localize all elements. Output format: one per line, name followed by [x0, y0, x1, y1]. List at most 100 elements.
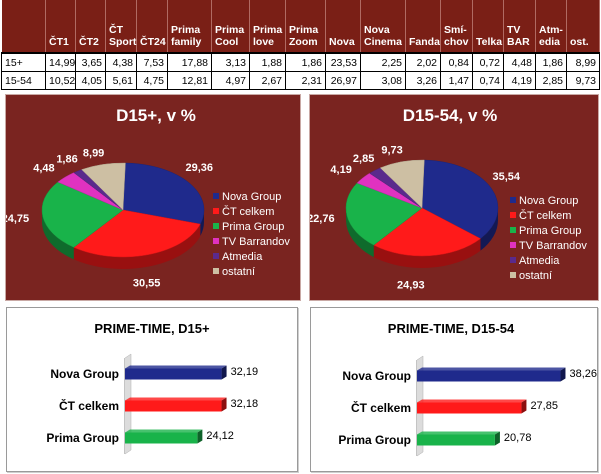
table-header-cell: Nova [325, 0, 361, 53]
legend-swatch [213, 268, 219, 274]
pie-value-label: 2,85 [353, 153, 374, 165]
table-header-label: ČT2 [79, 36, 99, 48]
pie-panel-d15plus: D15+, v % 29,36 30,55 24,75 4,481,86 8,99 Nova… [5, 94, 301, 301]
chart-title: D15-54, v % [403, 106, 498, 125]
table-cell: 3,08 [360, 71, 406, 90]
bar-category-label: Prima Group [46, 431, 119, 445]
table-cell: 26,97 [325, 71, 361, 90]
table-cell: 5,61 [105, 71, 137, 90]
bar-value-label: 27,85 [530, 400, 558, 412]
pie-value-label: 24,75 [6, 213, 29, 225]
table-cell: 8,99 [566, 52, 600, 72]
table-header-label: Telka [476, 36, 503, 48]
table-header-cell: Nova Cinema [360, 0, 406, 53]
table-cell: 3,65 [75, 52, 106, 72]
table-cell: 2,25 [360, 52, 406, 72]
table-cell: 1,88 [249, 52, 286, 72]
table-cell: 3,26 [405, 71, 441, 90]
bar [417, 434, 495, 446]
bar-top [417, 399, 527, 403]
table-header-label: Sport [109, 36, 137, 48]
table-cell: 23,53 [325, 52, 361, 72]
legend-swatch [213, 238, 219, 244]
pie-chart-d15-54: D15-54, v % 35,54 24,93 22,76 4,192,85 9,73 No… [310, 106, 587, 291]
table-body: 15+ 14,99 3,65 4,38 7,53 17,88 3,13 1,88 1,86 23,… [1, 52, 600, 90]
pie-slice-side [200, 210, 205, 237]
bar-side [494, 431, 500, 446]
legend-swatch [213, 223, 219, 229]
table-cell: 2,02 [405, 52, 441, 72]
table-header-label: Prima [289, 24, 319, 36]
bar-side [221, 365, 227, 380]
table-header-cell: Fanda [405, 0, 441, 53]
legend-label: Nova Group [519, 195, 578, 207]
table-cell: 4,05 [75, 71, 106, 90]
table-header-label: love [253, 36, 275, 48]
table-cell: 1,86 [285, 52, 326, 72]
table-header-cell: ČT Sport [105, 0, 137, 53]
bar-value-label: 38,26 [569, 368, 597, 380]
bar-category-label: Nova Group [342, 369, 411, 383]
chart-title: D15+, v % [116, 106, 196, 125]
bar-side [521, 399, 527, 414]
bar-chart-prime-d15plus: PRIME-TIME, D15+ 32,19 Nova Group 32,18 ČT c… [46, 321, 259, 455]
pie-value-label: 29,36 [186, 162, 214, 174]
bar-value-label: 24,12 [206, 430, 234, 442]
legend-swatch [510, 212, 516, 218]
pie-slice [379, 159, 425, 209]
bar-value-label: 32,19 [231, 366, 259, 378]
legend-label: TV Barrandov [222, 236, 290, 248]
pie-legend: Nova Group ČT celkem Prima Group TV Barrand… [510, 195, 587, 282]
table-cell: 3,13 [211, 52, 250, 72]
table-header-label: ČT1 [49, 36, 69, 48]
table-header-label: Fanda [409, 36, 440, 48]
table-header-row: ČT1 ČT2 ČT Sport ČT24 Prima family Prima Cool Pri… [1, 0, 600, 53]
table-header-cell: Prima Zoom [285, 0, 326, 53]
legend-swatch [213, 208, 219, 214]
legend-label: Atmedia [519, 255, 560, 267]
legend-label: Nova Group [222, 191, 281, 203]
chart-title: PRIME-TIME, D15-54 [388, 321, 515, 336]
bar-top [125, 429, 203, 433]
bar-side [560, 367, 566, 382]
bar-chart-prime-d15-54: PRIME-TIME, D15-54 38,26 Nova Group 27,85 ČT… [338, 321, 597, 457]
bar [125, 368, 222, 380]
table-header-cell: ČT2 [75, 0, 106, 53]
legend-label: ČT celkem [519, 209, 571, 222]
table-header-label: ČT [109, 24, 123, 36]
legend-swatch [510, 227, 516, 233]
bar-category-label: Prima Group [338, 433, 411, 447]
pie-slice [41, 181, 124, 248]
legend-label: ostatní [519, 270, 552, 282]
table-header-cell: TV BAR [503, 0, 536, 53]
bar-panel-prime-d15plus: PRIME-TIME, D15+ 32,19 Nova Group 32,18 ČT c… [6, 307, 298, 472]
table-corner-cell [1, 0, 46, 53]
table-cell: 2,67 [249, 71, 286, 90]
table-header-label: Prima [253, 24, 283, 36]
bar-value-label: 32,18 [231, 398, 259, 410]
table-cell: 1,47 [440, 71, 473, 90]
table-header-label: Nova [364, 24, 390, 36]
pie-value-label: 24,93 [397, 279, 425, 291]
table-cell: 7,53 [136, 52, 168, 72]
legend-swatch [510, 197, 516, 203]
legend-swatch [510, 242, 516, 248]
table-header-label: Smí- [444, 24, 467, 36]
pie-value-label: 4,19 [330, 164, 351, 176]
table-header-cell: Prima Cool [211, 0, 250, 53]
table-cell: 1,86 [535, 52, 567, 72]
table-header-label: TV [507, 24, 521, 36]
pie-panel-d15-54: D15-54, v % 35,54 24,93 22,76 4,19 2,85 9,73 No… [309, 94, 599, 301]
pie-slice-side [346, 208, 374, 258]
bar [125, 432, 198, 444]
table-header-label: Atm- [539, 24, 563, 36]
table-header-label: edia [539, 36, 561, 48]
table-cell: 0,72 [472, 52, 504, 72]
table-cell: 4,97 [211, 71, 250, 90]
table-header-label: ost. [570, 36, 589, 48]
table-header-cell: Prima family [167, 0, 212, 53]
table-header-cell: ost. [566, 0, 600, 53]
bar-top [417, 367, 566, 371]
table-cell: 4,19 [503, 71, 536, 90]
bar [417, 402, 522, 414]
